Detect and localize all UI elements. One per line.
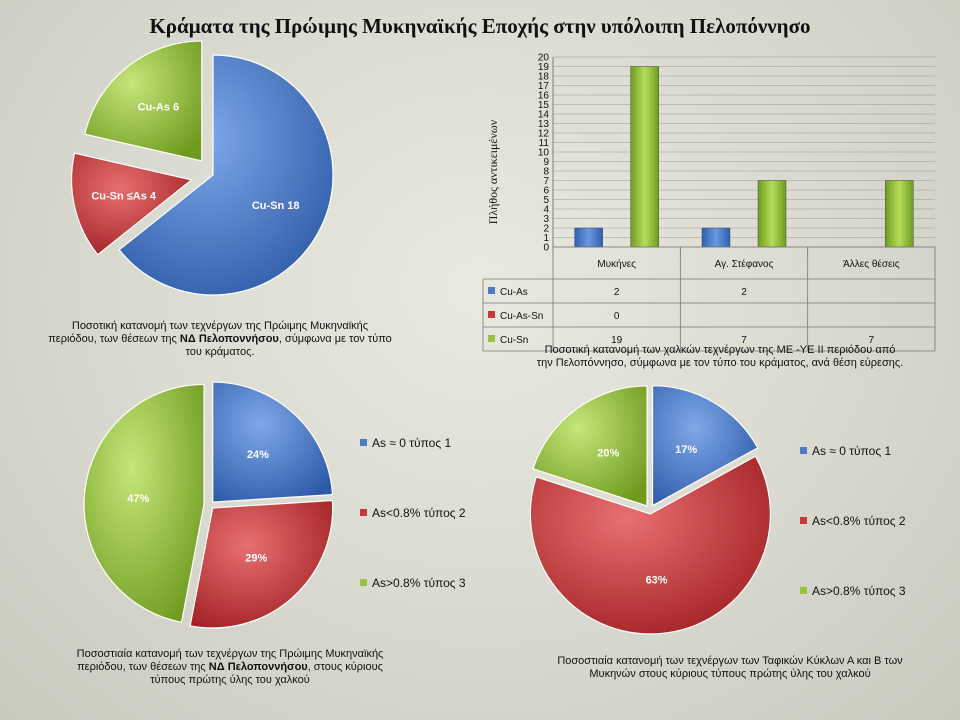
pie3-legend-swatch-0 <box>800 447 807 454</box>
pie1-label-1: Cu-Sn ≤As 4 <box>91 190 157 202</box>
caption-pie-1-line-2c: , σύμφωνα με τον τύπο <box>278 333 392 345</box>
caption-pie-1-line-2a: περιόδου, των θέσεων της <box>48 333 180 345</box>
caption-pie-1-line-1: Ποσοτική κατανομή των τεχνέργων της Πρώι… <box>71 320 369 332</box>
bar-ytick-2: 2 <box>543 224 549 235</box>
caption-pie-2-line-2: περιόδου, των θέσεων της ΝΔ Πελοποννήσου… <box>20 661 440 674</box>
caption-pie-3-line-1: Ποσοστιαία κατανομή των τεχνέργων των Τα… <box>557 655 903 667</box>
pie2-slice-2 <box>83 383 205 624</box>
bar-ytick-18: 18 <box>538 72 550 83</box>
caption-pie-2-region: ΝΔ Πελοποννήσου <box>208 661 308 673</box>
caption-pie-2-line-3: τύπους πρώτης ύλης του χαλκού <box>150 674 310 686</box>
table-cell-2-0: 19 <box>611 335 623 346</box>
caption-pie-2-line-2c: , στους κύριους <box>307 661 383 673</box>
bar-0-0 <box>574 227 603 248</box>
caption-pie-3-line-2: Μυκηνών στους κύριους τύπους πρώτης ύλης… <box>589 668 871 680</box>
pie1-label-0: Cu-Sn 18 <box>252 200 300 212</box>
bar-2-1 <box>757 180 787 248</box>
bar-ytick-5: 5 <box>543 195 549 206</box>
pie3-legend-swatch-1 <box>800 517 807 524</box>
pie2-legend-swatch-0 <box>360 439 367 446</box>
caption-pie-1: Ποσοτική κατανομή των τεχνέργων της Πρώι… <box>20 320 420 359</box>
table-series-1: Cu-As-Sn <box>500 311 543 322</box>
bar-ytick-0: 0 <box>543 243 549 254</box>
pie1-slice-0 <box>118 54 334 296</box>
bar-ytick-15: 15 <box>538 100 550 111</box>
table-cell-0-0: 2 <box>614 287 620 298</box>
caption-pie-1-region: ΝΔ Πελοποννήσου <box>179 333 279 345</box>
pie1-label-2: Cu-As 6 <box>138 102 180 114</box>
bar-ytick-19: 19 <box>538 62 550 73</box>
bar-2-2 <box>885 180 914 248</box>
caption-pie-2: Ποσοστιαία κατανομή των τεχνέργων της Πρ… <box>20 648 440 687</box>
bar-ytick-3: 3 <box>543 214 549 225</box>
bar-ytick-1: 1 <box>543 233 549 244</box>
pie3-legend-label-2: As>0.8% τύπος 3 <box>812 584 906 598</box>
table-series-0: Cu-As <box>500 287 528 298</box>
table-cell-0-1: 2 <box>741 287 747 298</box>
bar-ytick-6: 6 <box>543 186 549 197</box>
caption-bar-line-1: Ποσοτική κατανομή των χαλκών τεχνέργων τ… <box>544 344 896 356</box>
caption-bar: Ποσοτική κατανομή των χαλκών τεχνέργων τ… <box>495 344 945 370</box>
pie1-slice-2 <box>84 40 203 162</box>
pie2-legend-label-2: As>0.8% τύπος 3 <box>372 576 466 590</box>
page-title: Κράματα της Πρώιμης Μυκηναϊκής Εποχής στ… <box>149 14 811 38</box>
bar-ytick-9: 9 <box>543 157 549 168</box>
bar-ytick-8: 8 <box>543 167 549 178</box>
pie3-legend-swatch-2 <box>800 587 807 594</box>
table-cell-1-0: 0 <box>614 311 620 322</box>
caption-pie-3: Ποσοστιαία κατανομή των τεχνέργων των Τα… <box>500 655 960 681</box>
table-cat-1: Αγ. Στέφανος <box>715 258 774 270</box>
pie3-label-1: 63% <box>646 575 668 587</box>
table-cat-2: Άλλες θέσεις <box>843 258 900 270</box>
table-cell-2-1: 7 <box>741 335 747 346</box>
bar-ytick-17: 17 <box>538 81 550 92</box>
table-series-2: Cu-Sn <box>500 335 528 346</box>
bar-ylabel: Πλήθος αντικειμένων <box>486 119 500 224</box>
pie2-slice-1 <box>189 499 334 629</box>
caption-pie-2-line-1: Ποσοστιαία κατανομή των τεχνέργων της Πρ… <box>76 648 384 660</box>
table-cell-2-2: 7 <box>869 335 875 346</box>
pie3-label-0: 17% <box>675 444 697 456</box>
pie3-slice-1 <box>529 455 771 635</box>
bar-ytick-4: 4 <box>543 205 549 216</box>
pie2-label-2: 47% <box>127 493 149 505</box>
table-swatch-1 <box>488 311 495 318</box>
pie2-legend-swatch-2 <box>360 579 367 586</box>
pie3-slice-2 <box>532 385 648 507</box>
bar-ytick-7: 7 <box>543 176 549 187</box>
bar-ytick-12: 12 <box>538 129 550 140</box>
bar-ytick-20: 20 <box>538 53 550 64</box>
bar-ytick-10: 10 <box>538 148 550 159</box>
caption-bar-line-2: την Πελοπόννησο, σύμφωνα με τον τύπο του… <box>536 357 904 369</box>
table-swatch-2 <box>488 335 495 342</box>
pie3-label-2: 20% <box>597 448 619 460</box>
pie3-legend-label-0: As ≈ 0 τύπος 1 <box>812 444 891 458</box>
pie2-legend-swatch-1 <box>360 509 367 516</box>
bar-ytick-13: 13 <box>538 119 550 130</box>
bar-ytick-11: 11 <box>539 138 550 149</box>
table-swatch-0 <box>488 287 495 294</box>
caption-pie-1-line-2: περιόδου, των θέσεων της ΝΔ Πελοποννήσου… <box>20 333 420 346</box>
pie3-legend-label-1: As<0.8% τύπος 2 <box>812 514 906 528</box>
bar-ytick-14: 14 <box>538 110 550 121</box>
caption-pie-2-line-2a: περιόδου, των θέσεων της <box>77 661 209 673</box>
pie2-legend-label-0: As ≈ 0 τύπος 1 <box>372 436 451 450</box>
bar-0-1 <box>701 227 731 248</box>
pie2-label-1: 29% <box>245 553 267 565</box>
bar-2-0 <box>630 66 659 248</box>
caption-pie-1-line-3: του κράματος. <box>185 346 255 358</box>
pie2-legend-label-1: As<0.8% τύπος 2 <box>372 506 466 520</box>
pie2-slice-0 <box>212 381 334 503</box>
pie1-slice-1 <box>70 152 193 256</box>
pie2-label-0: 24% <box>247 449 269 461</box>
pie3-slice-0 <box>651 385 759 507</box>
table-cat-0: Μυκήνες <box>597 258 636 270</box>
bar-ytick-16: 16 <box>538 91 550 102</box>
